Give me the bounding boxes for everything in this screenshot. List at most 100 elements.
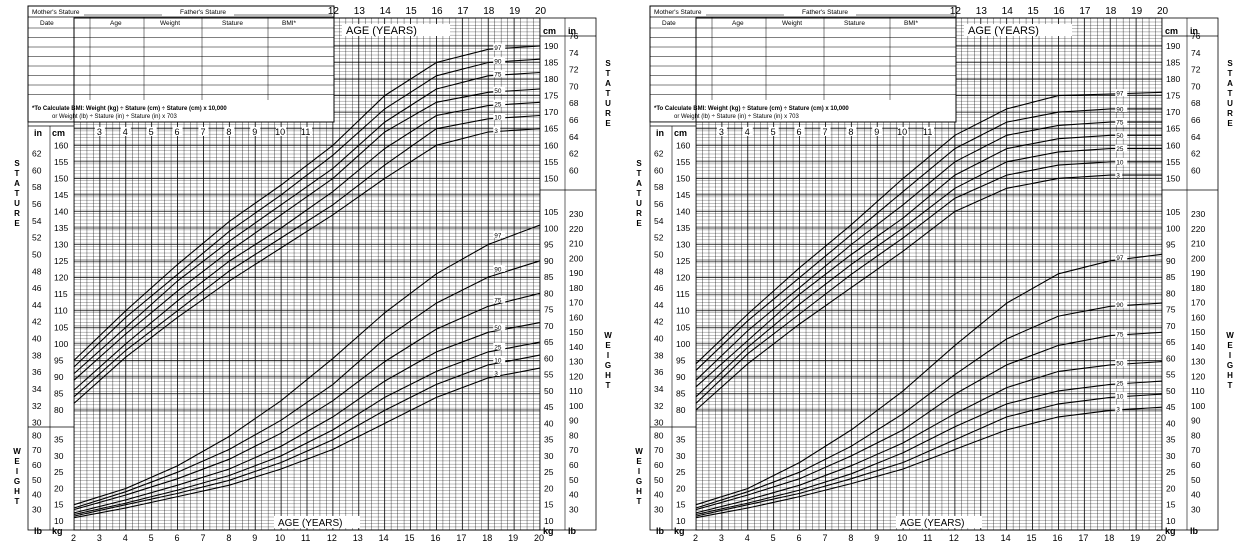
weight-lb-tick: 130 <box>1191 357 1205 367</box>
stature-in-tick: 32 <box>654 401 664 411</box>
stature-cm-tick: 150 <box>54 173 68 183</box>
stature-cm-tick: 170 <box>544 107 558 117</box>
weight-lb-tick: 100 <box>1191 401 1205 411</box>
weight-vertical-right: I <box>1229 351 1231 360</box>
weight-lb-tick: 70 <box>654 445 664 455</box>
stature-cm-tick: 150 <box>676 173 690 183</box>
stature-in-tick: 74 <box>569 48 579 58</box>
stature-in-tick: 42 <box>654 317 664 327</box>
x-tick-inner: 9 <box>252 127 257 137</box>
stature-curve-p25 <box>695 148 1162 398</box>
x-tick-inner-bg <box>820 127 831 136</box>
stature-in-tick: 68 <box>1191 98 1201 108</box>
weight-lb-tick: 90 <box>1191 416 1201 426</box>
stature-curve-p25 <box>73 101 541 391</box>
col-stature: Stature <box>222 20 243 27</box>
weight-kg-tick: 15 <box>54 500 64 510</box>
stature-vertical-right: T <box>1228 89 1233 98</box>
chart-grid <box>27 17 597 531</box>
unit-lb-left: lb <box>656 526 665 536</box>
weight-percentile-label: 25 <box>1116 380 1124 387</box>
stature-label-bg <box>1115 144 1128 152</box>
weight-vertical-left: W <box>13 447 21 456</box>
weight-label-bg <box>493 369 501 377</box>
stature-in-tick: 42 <box>32 317 42 327</box>
x-tick-inner-bg <box>172 127 183 136</box>
weight-kg-tick: 35 <box>1166 435 1176 445</box>
weight-kg-tick: 45 <box>544 402 554 412</box>
weight-curve-p50 <box>73 322 541 514</box>
stature-label-bg <box>1115 104 1128 112</box>
stature-label-bg <box>493 70 506 78</box>
weight-lb-tick: 160 <box>1191 312 1205 322</box>
stature-vertical-right: S <box>1227 59 1233 68</box>
stature-in-tick: 60 <box>32 165 42 175</box>
stature-in-tick: 52 <box>32 233 42 243</box>
x-tick-inner: 10 <box>275 127 285 137</box>
x-tick-inner: 4 <box>123 127 128 137</box>
stature-vertical-right: R <box>605 109 611 118</box>
weight-lb-tick: 190 <box>1191 268 1205 278</box>
stature-in-tick: 56 <box>654 199 664 209</box>
x-tick-bottom: 6 <box>175 533 180 542</box>
stature-cm-tick: 95 <box>54 355 64 365</box>
weight-vertical-left: T <box>15 497 20 506</box>
x-tick-inner-bg <box>794 127 805 136</box>
weight-percentile-label: 75 <box>1116 331 1124 338</box>
stature-in-tick: 56 <box>32 199 42 209</box>
weight-kg-tick: 20 <box>1166 483 1176 493</box>
x-tick-bottom: 12 <box>949 533 959 542</box>
axis-strip <box>27 121 75 531</box>
x-tick-bottom: 5 <box>771 533 776 542</box>
x-tick-bottom: 9 <box>252 533 257 542</box>
weight-percentile-label: 90 <box>494 266 502 273</box>
weight-kg-tick: 20 <box>676 483 686 493</box>
x-tick-inner-bg <box>94 127 105 136</box>
x-tick-top: 14 <box>380 6 392 17</box>
weight-kg-tick: 15 <box>676 500 686 510</box>
x-tick-bottom: 7 <box>822 533 827 542</box>
stature-cm-tick: 120 <box>54 273 68 283</box>
stature-cm-tick: 175 <box>544 91 558 101</box>
weight-kg-tick: 105 <box>544 207 558 217</box>
x-tick-bottom: 16 <box>430 533 440 542</box>
stature-in-tick: 72 <box>1191 65 1201 75</box>
stature-curve-p3 <box>73 128 541 404</box>
weight-vertical-right: E <box>1227 341 1233 350</box>
weight-lb-tick: 170 <box>569 298 583 308</box>
weight-kg-tick: 15 <box>544 500 554 510</box>
stature-vertical-left: R <box>636 209 642 218</box>
x-tick-top: 20 <box>535 6 547 17</box>
weight-label-bg <box>493 264 506 272</box>
x-tick-inner-bg <box>146 127 157 136</box>
stature-curve-p97 <box>73 45 541 361</box>
weight-kg-tick: 105 <box>1166 207 1180 217</box>
weight-kg-tick: 30 <box>544 451 554 461</box>
weight-lb-tick: 150 <box>569 327 583 337</box>
stature-in-tick: 44 <box>32 300 42 310</box>
weight-curve-p75 <box>695 331 1163 511</box>
stature-vertical-right: E <box>1227 119 1233 128</box>
weight-lb-tick: 50 <box>569 475 579 485</box>
x-tick-bottom: 6 <box>797 533 802 542</box>
stature-cm-tick: 135 <box>676 223 690 233</box>
stature-cm-tick: 160 <box>544 140 558 150</box>
x-tick-bottom: 2 <box>693 533 698 542</box>
x-tick-inner-bg <box>768 127 779 136</box>
x-tick-bottom: 2 <box>71 533 76 542</box>
unit-in-right: in <box>568 26 576 36</box>
x-tick-inner-bg <box>742 127 753 136</box>
age-title-bottom: AGE (YEARS) <box>900 518 964 529</box>
weight-kg-tick: 65 <box>1166 337 1176 347</box>
x-tick-bottom: 4 <box>745 533 750 542</box>
weight-kg-tick: 100 <box>544 223 558 233</box>
unit-kg-right: kg <box>543 526 554 536</box>
weight-kg-tick: 25 <box>54 467 64 477</box>
x-tick-bottom: 19 <box>508 533 518 542</box>
table-grid-lines <box>28 17 334 100</box>
stature-cm-tick: 135 <box>54 223 68 233</box>
weight-vertical-left: E <box>636 457 642 466</box>
stature-curve-p10 <box>695 161 1162 404</box>
stature-label-bg <box>493 56 506 64</box>
weight-lb-tick: 40 <box>654 490 664 500</box>
